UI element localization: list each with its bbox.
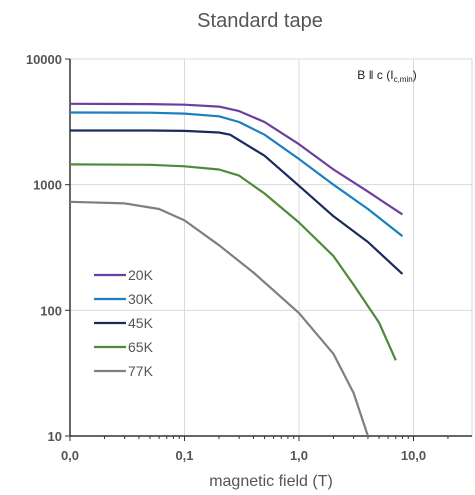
- annotation-sub: c,min: [394, 75, 413, 84]
- legend-label-77k: 77K: [128, 363, 154, 379]
- series-lines: [69, 102, 404, 437]
- series-line-65k: [69, 163, 397, 361]
- x-axis-label: magnetic field (T): [209, 473, 333, 490]
- x-ticks: 0,0 0,1 1,0 10,0: [61, 436, 449, 463]
- x-tick-label: 0,0: [61, 448, 79, 463]
- grid: [70, 58, 472, 436]
- y-tick-label: 1000: [33, 178, 62, 193]
- legend-label-30k: 30K: [128, 291, 154, 307]
- x-tick-label: 10,0: [401, 448, 426, 463]
- series-line-77k: [69, 200, 369, 437]
- y-ticks: 10 100 1000 10000: [26, 52, 70, 444]
- y-tick-label: 100: [40, 303, 62, 318]
- annotation-close: ): [413, 68, 417, 82]
- plot-area: [69, 58, 473, 437]
- x-tick-label: 1,0: [290, 448, 308, 463]
- legend: 20K 30K 45K 65K 77K: [94, 267, 154, 379]
- series-line-20k: [69, 102, 404, 216]
- annotation-main: B ǁ c (I: [357, 68, 393, 82]
- legend-label-20k: 20K: [128, 267, 154, 283]
- y-tick-label: 10000: [26, 52, 62, 67]
- x-tick-label: 0,1: [175, 448, 193, 463]
- legend-label-65k: 65K: [128, 339, 154, 355]
- legend-label-45k: 45K: [128, 315, 154, 331]
- series-line-45k: [70, 129, 404, 275]
- series-line-30k: [69, 111, 404, 237]
- y-tick-label: 10: [48, 429, 62, 444]
- annotation: B ǁ c (Ic,min): [357, 68, 416, 84]
- chart-title: Standard tape: [197, 10, 323, 32]
